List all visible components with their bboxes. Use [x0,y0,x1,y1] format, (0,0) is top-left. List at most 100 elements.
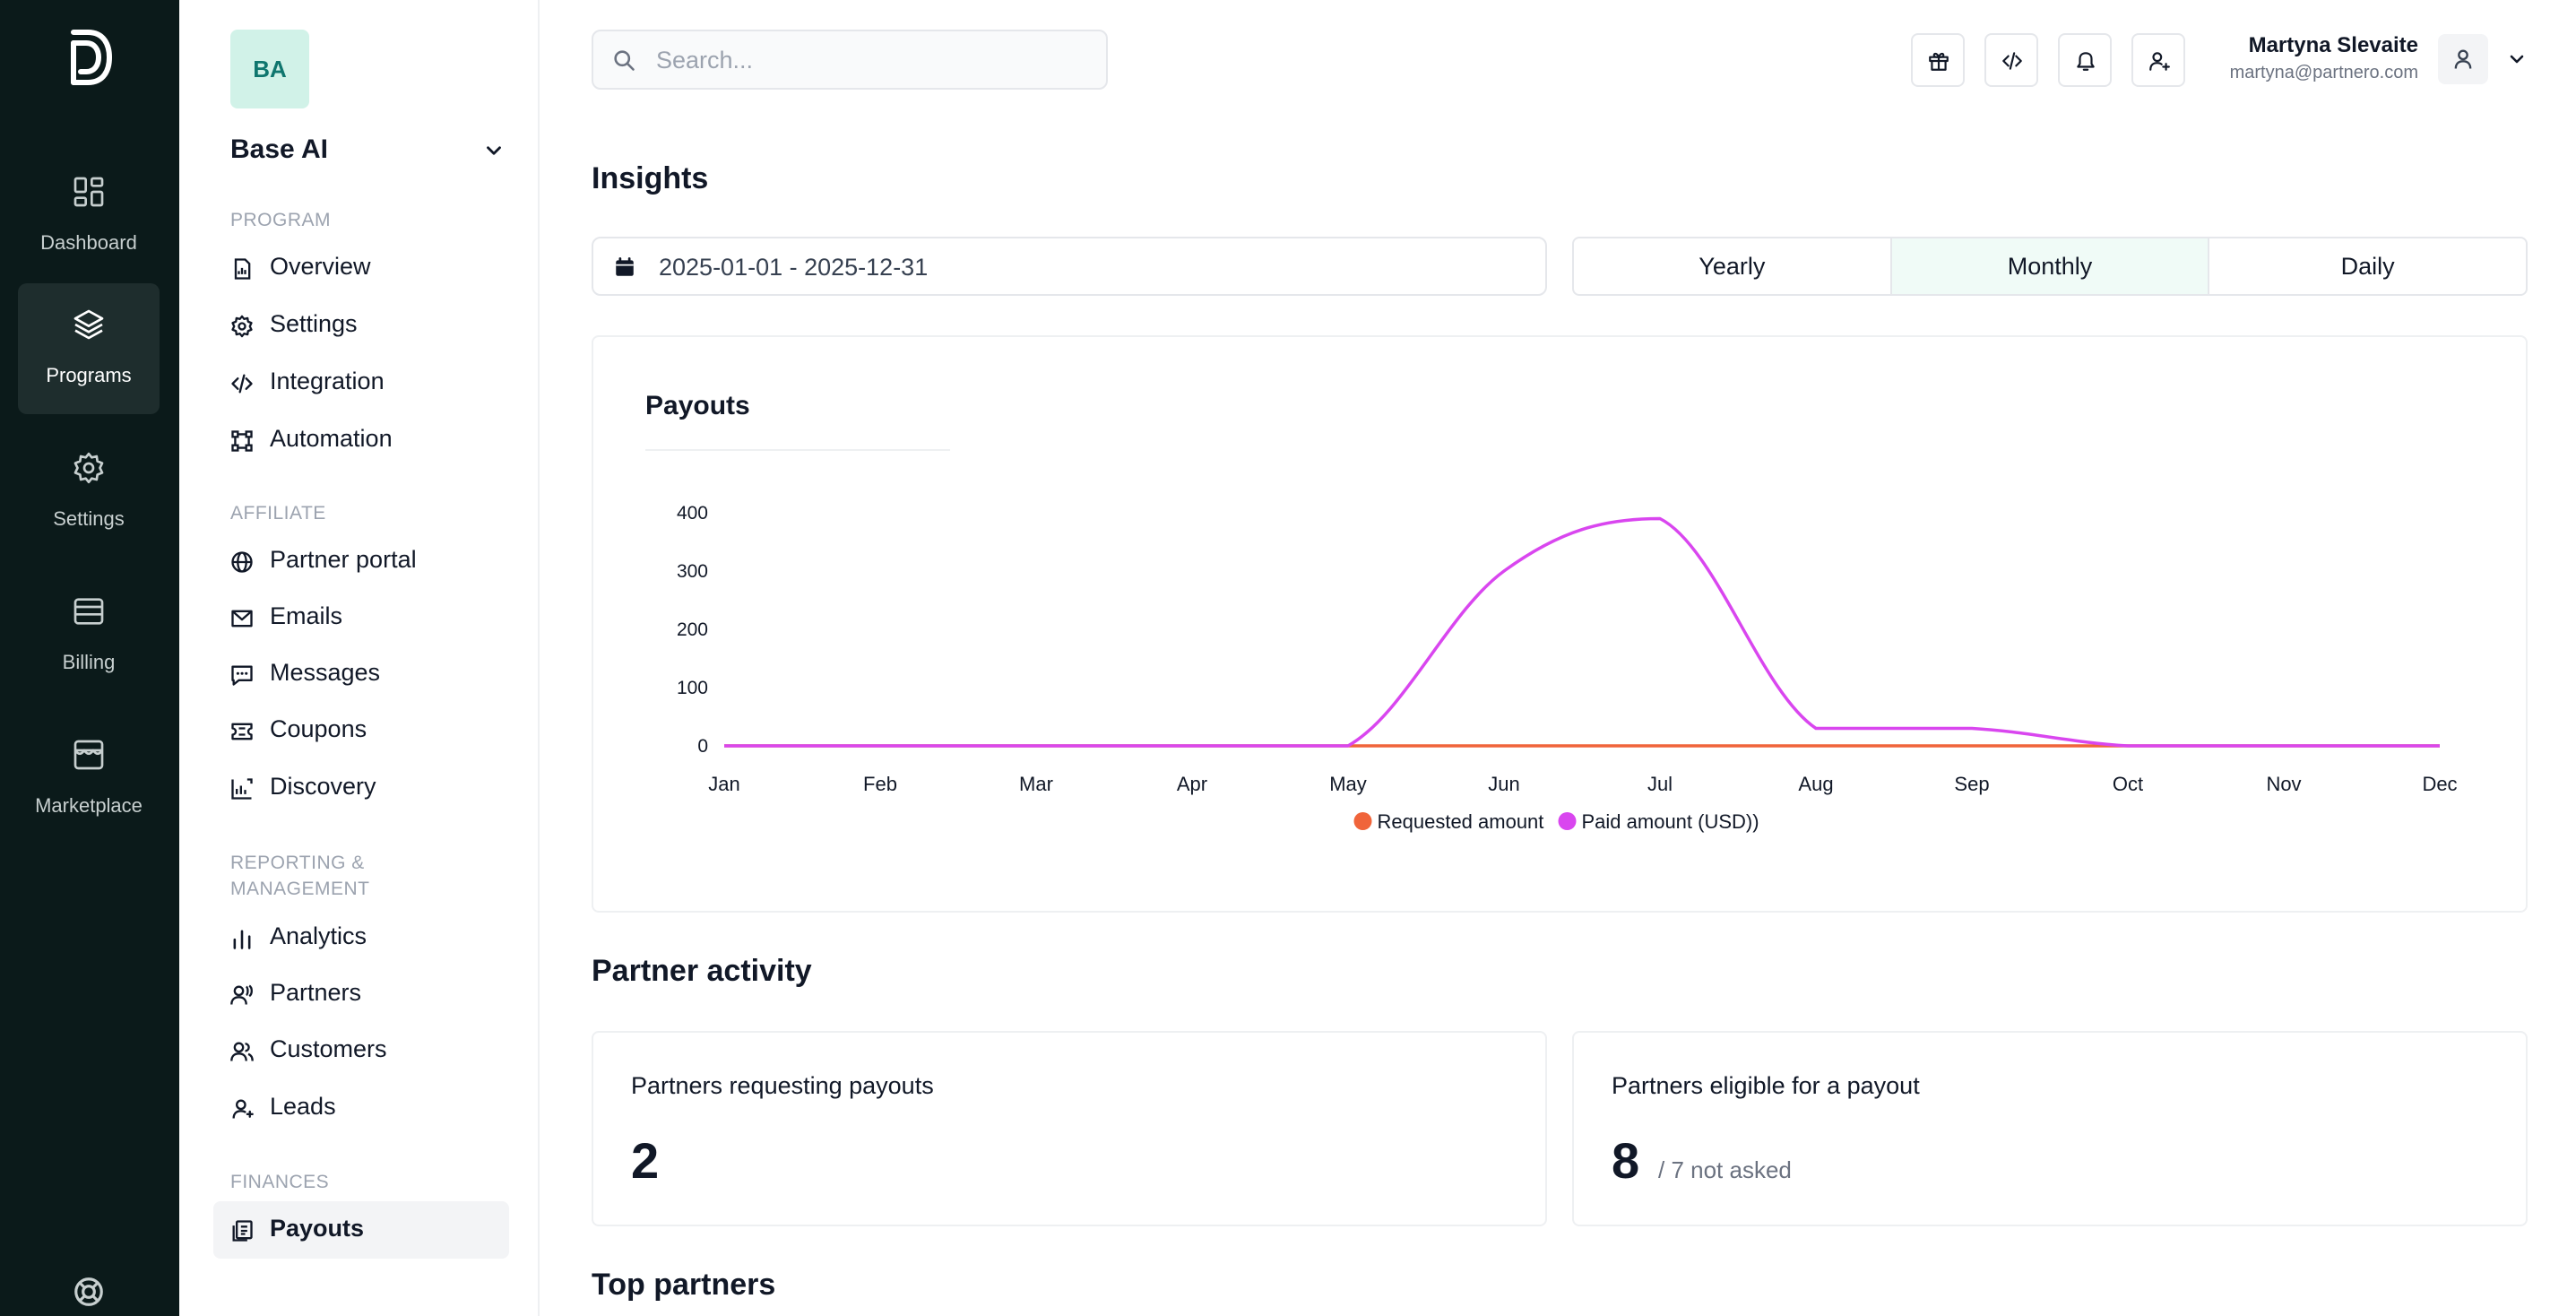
top-partners-title: Top partners [592,1268,776,1302]
sidebar-item-analytics[interactable]: Analytics [213,909,509,966]
section-reporting-line2: MANAGEMENT [230,879,370,899]
sidebar-item-label: Partner portal [270,546,417,573]
app-rail: Dashboard Programs Settings Billing Mark… [0,0,179,1316]
x-tick-label: Apr [1177,773,1207,795]
search-input[interactable] [656,40,1086,80]
help-lifebuoy-icon[interactable] [72,1275,106,1309]
workspace-name[interactable]: Base AI [230,134,328,164]
user-name: Martyna Slevaite [2248,33,2418,57]
globe-icon [231,551,253,573]
y-tick-label: 0 [697,736,708,757]
rail-item-programs[interactable]: Programs [18,283,160,414]
rail-item-settings[interactable]: Settings [18,427,160,558]
sidebar-item-label: Overview [270,253,371,280]
chart-title-underline [645,449,950,451]
period-daily-button[interactable]: Daily [2340,252,2395,280]
users-icon [230,1042,254,1061]
sidebar-item-label: Settings [270,310,358,337]
sidebar-item-settings[interactable]: Settings [213,297,509,354]
rail-label: Settings [53,507,125,530]
gift-button[interactable] [1911,33,1965,87]
developer-button[interactable] [1984,33,2038,87]
sidebar-item-overview[interactable]: Overview [213,239,509,297]
x-tick-label: Oct [2113,773,2143,795]
series-line-paid [724,516,2440,748]
rail-label: Marketplace [35,794,143,817]
x-tick-label: Nov [2266,773,2301,795]
x-tick-label: Dec [2422,773,2457,795]
x-tick-label: Feb [863,773,897,795]
sidebar-item-automation[interactable]: Automation [213,411,509,469]
calendar-icon [616,257,634,276]
chevron-down-icon[interactable] [2506,48,2528,70]
period-monthly-button[interactable]: Monthly [1891,238,2210,294]
period-toggle: Yearly Monthly Daily [1572,237,2528,296]
dashboard-icon [73,177,104,207]
sidebar-item-integration[interactable]: Integration [213,354,509,411]
sidebar-item-label: Leads [270,1093,336,1120]
sidebar-item-leads[interactable]: Leads [213,1079,509,1137]
invite-user-button[interactable] [2131,33,2185,87]
sidebar-item-customers[interactable]: Customers [213,1022,509,1079]
code-icon [231,374,253,394]
rail-item-billing[interactable]: Billing [18,570,160,701]
sidebar-item-label: Integration [270,368,385,394]
user-plus-icon [2149,52,2170,71]
period-yearly-button[interactable]: Yearly [1574,238,1892,294]
x-tick-label: Jan [708,773,739,795]
date-range-value: 2025-01-01 - 2025-12-31 [659,254,929,281]
section-reporting-management: REPORTING & MANAGEMENT [230,850,370,902]
legend-swatch [1353,812,1372,830]
user-avatar[interactable] [2438,34,2488,84]
notifications-button[interactable] [2058,33,2112,87]
sidebar-item-coupons[interactable]: Coupons [213,702,509,759]
partners-icon [230,984,253,1005]
sidebar-item-payouts[interactable]: Payouts [213,1201,509,1259]
sidebar-item-label: Messages [270,659,381,686]
rail-label: Dashboard [40,231,137,254]
partnero-logo[interactable] [65,25,115,90]
coupon-icon [231,723,253,740]
sidebar-item-label: Coupons [270,715,367,742]
chevron-down-icon[interactable] [482,139,506,162]
mail-icon [231,610,253,628]
sidebar-item-discovery[interactable]: Discovery [213,759,509,817]
bell-icon [2077,52,2095,71]
sidebar-item-partners[interactable]: Partners [213,965,509,1023]
x-tick-label: Jun [1488,773,1519,795]
user-email: martyna@partnero.com [2229,63,2418,82]
rail-label: Programs [46,364,132,386]
marketplace-icon [73,740,104,770]
sidebar-item-messages[interactable]: Messages [213,645,509,703]
x-tick-label: Aug [1798,773,1833,795]
legend-label: Paid amount (USD)) [1582,810,1759,833]
payouts-icon [232,1220,253,1242]
date-range-picker[interactable]: 2025-01-01 - 2025-12-31 [592,237,1547,296]
legend-swatch [1558,812,1577,830]
sidebar-item-label: Emails [270,602,343,629]
sidebar-item-label: Discovery [270,773,376,800]
sidebar-item-label: Customers [270,1035,387,1062]
sidebar-item-emails[interactable]: Emails [213,589,509,646]
program-sidebar: BA Base AI PROGRAM Overview Settings Int… [179,0,540,1316]
sidebar-item-partner-portal[interactable]: Partner portal [213,532,509,590]
rail-label: Billing [62,651,116,673]
partner-activity-title: Partner activity [592,954,812,988]
layers-icon [73,309,104,340]
x-tick-label: May [1329,773,1367,795]
rail-item-marketplace[interactable]: Marketplace [18,714,160,844]
message-icon [231,665,253,686]
chart-title: Payouts [645,391,750,420]
section-finances: FINANCES [230,1172,330,1192]
rail-item-dashboard[interactable]: Dashboard [18,151,160,281]
gear-icon [73,452,104,484]
y-tick-label: 200 [677,619,708,640]
partners-eligible-card: Partners eligible for a payout 8 / 7 not… [1572,1031,2528,1226]
payouts-chart-card: Payouts 400 300 200 100 0 Jan Feb Mar Apr May Jun J… [592,335,2528,913]
stat-subtext: / 7 not asked [1658,1156,1792,1183]
workspace-avatar[interactable]: BA [230,30,309,108]
user-icon [2454,49,2472,69]
gear-icon [231,315,253,338]
code-icon [2002,52,2022,70]
